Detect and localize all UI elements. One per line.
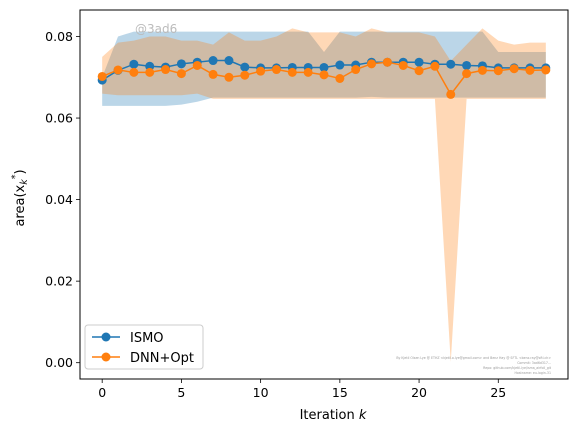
point-dnn-opt <box>382 57 392 67</box>
point-dnn-opt <box>462 69 472 79</box>
fine-print-line: Commit: 3ad6d317... <box>517 361 551 365</box>
y-tick-label: 0.02 <box>45 274 73 289</box>
point-ismo <box>414 57 424 67</box>
band-dnn-opt <box>102 28 546 362</box>
x-axis-label-var: k <box>359 408 367 423</box>
point-dnn-opt <box>493 66 503 76</box>
point-ismo <box>462 60 472 70</box>
point-ismo <box>446 59 456 69</box>
point-dnn-opt <box>192 60 202 70</box>
x-tick-label: 10 <box>253 385 269 400</box>
legend-marker-ismo <box>101 332 111 342</box>
legend-entry-ismo: ISMO <box>92 331 164 346</box>
point-dnn-opt <box>303 67 313 77</box>
point-ismo <box>129 59 139 69</box>
y-axis-label-sub: k <box>19 179 30 185</box>
y-axis-label-close: ) <box>13 169 28 174</box>
point-ismo <box>176 59 186 69</box>
x-tick-label: 20 <box>411 385 427 400</box>
point-dnn-opt <box>367 59 377 69</box>
fine-print-line: Repo: github.com/kjetil-lye/isma_airfoil… <box>483 366 552 370</box>
plot-frame <box>79 9 569 380</box>
point-ismo <box>319 62 329 72</box>
y-axis-label: area(xk*) <box>10 169 30 226</box>
x-axis-ticks: 0 5 10 15 20 25 <box>98 379 506 400</box>
point-dnn-opt <box>176 69 186 79</box>
fine-print-line: Hostname: eu-login-31 <box>515 371 552 375</box>
point-ismo <box>208 56 218 66</box>
legend-marker-dnn-opt <box>101 352 111 362</box>
x-axis-label: Iteration k <box>300 408 367 423</box>
legend-label-dnn-opt: DNN+Opt <box>130 351 194 366</box>
point-dnn-opt <box>509 64 519 74</box>
point-dnn-opt <box>224 72 234 82</box>
x-tick-label: 0 <box>98 385 106 400</box>
point-dnn-opt <box>477 65 487 75</box>
point-dnn-opt <box>256 66 266 76</box>
x-tick-label: 5 <box>177 385 185 400</box>
point-ismo <box>224 56 234 66</box>
y-axis-label-text: area(x <box>13 184 28 226</box>
point-dnn-opt <box>287 67 297 77</box>
y-tick-label: 0.04 <box>45 192 73 207</box>
point-ismo <box>335 60 345 70</box>
point-dnn-opt <box>398 60 408 70</box>
point-dnn-opt <box>319 70 329 80</box>
point-dnn-opt <box>430 61 440 71</box>
point-dnn-opt <box>351 65 361 75</box>
series-markers <box>97 56 551 99</box>
legend-label-ismo: ISMO <box>130 331 164 346</box>
point-dnn-opt <box>145 67 155 77</box>
fine-print-line: By Kjetil Olsen Lye @ ETHZ <kjetil.o.lye… <box>396 356 551 360</box>
point-dnn-opt <box>97 71 107 81</box>
point-dnn-opt <box>525 65 535 75</box>
point-dnn-opt <box>335 74 345 83</box>
y-tick-label: 0.00 <box>45 355 73 370</box>
legend: ISMO DNN+Opt <box>84 324 204 370</box>
legend-entry-dnn-opt: DNN+Opt <box>92 351 194 366</box>
point-dnn-opt <box>240 70 250 80</box>
point-dnn-opt <box>446 89 456 99</box>
fine-print: By Kjetil Olsen Lye @ ETHZ <kjetil.o.lye… <box>396 356 551 375</box>
x-tick-label: 15 <box>332 385 348 400</box>
point-dnn-opt <box>414 66 424 76</box>
point-dnn-opt <box>113 65 123 75</box>
x-tick-label: 25 <box>490 385 506 400</box>
point-dnn-opt <box>541 65 551 75</box>
watermark: @3ad6 <box>135 22 177 36</box>
x-axis-label-text: Iteration <box>300 408 355 423</box>
y-axis-label-sup: * <box>10 174 21 179</box>
y-tick-label: 0.08 <box>45 29 73 44</box>
point-dnn-opt <box>208 69 218 79</box>
y-tick-label: 0.06 <box>45 111 73 126</box>
point-dnn-opt <box>161 65 171 75</box>
legend-box <box>84 324 204 370</box>
point-dnn-opt <box>129 67 139 77</box>
y-axis-ticks: 0.00 0.02 0.04 0.06 0.08 <box>45 29 80 370</box>
point-dnn-opt <box>271 65 281 75</box>
point-ismo <box>240 62 250 72</box>
